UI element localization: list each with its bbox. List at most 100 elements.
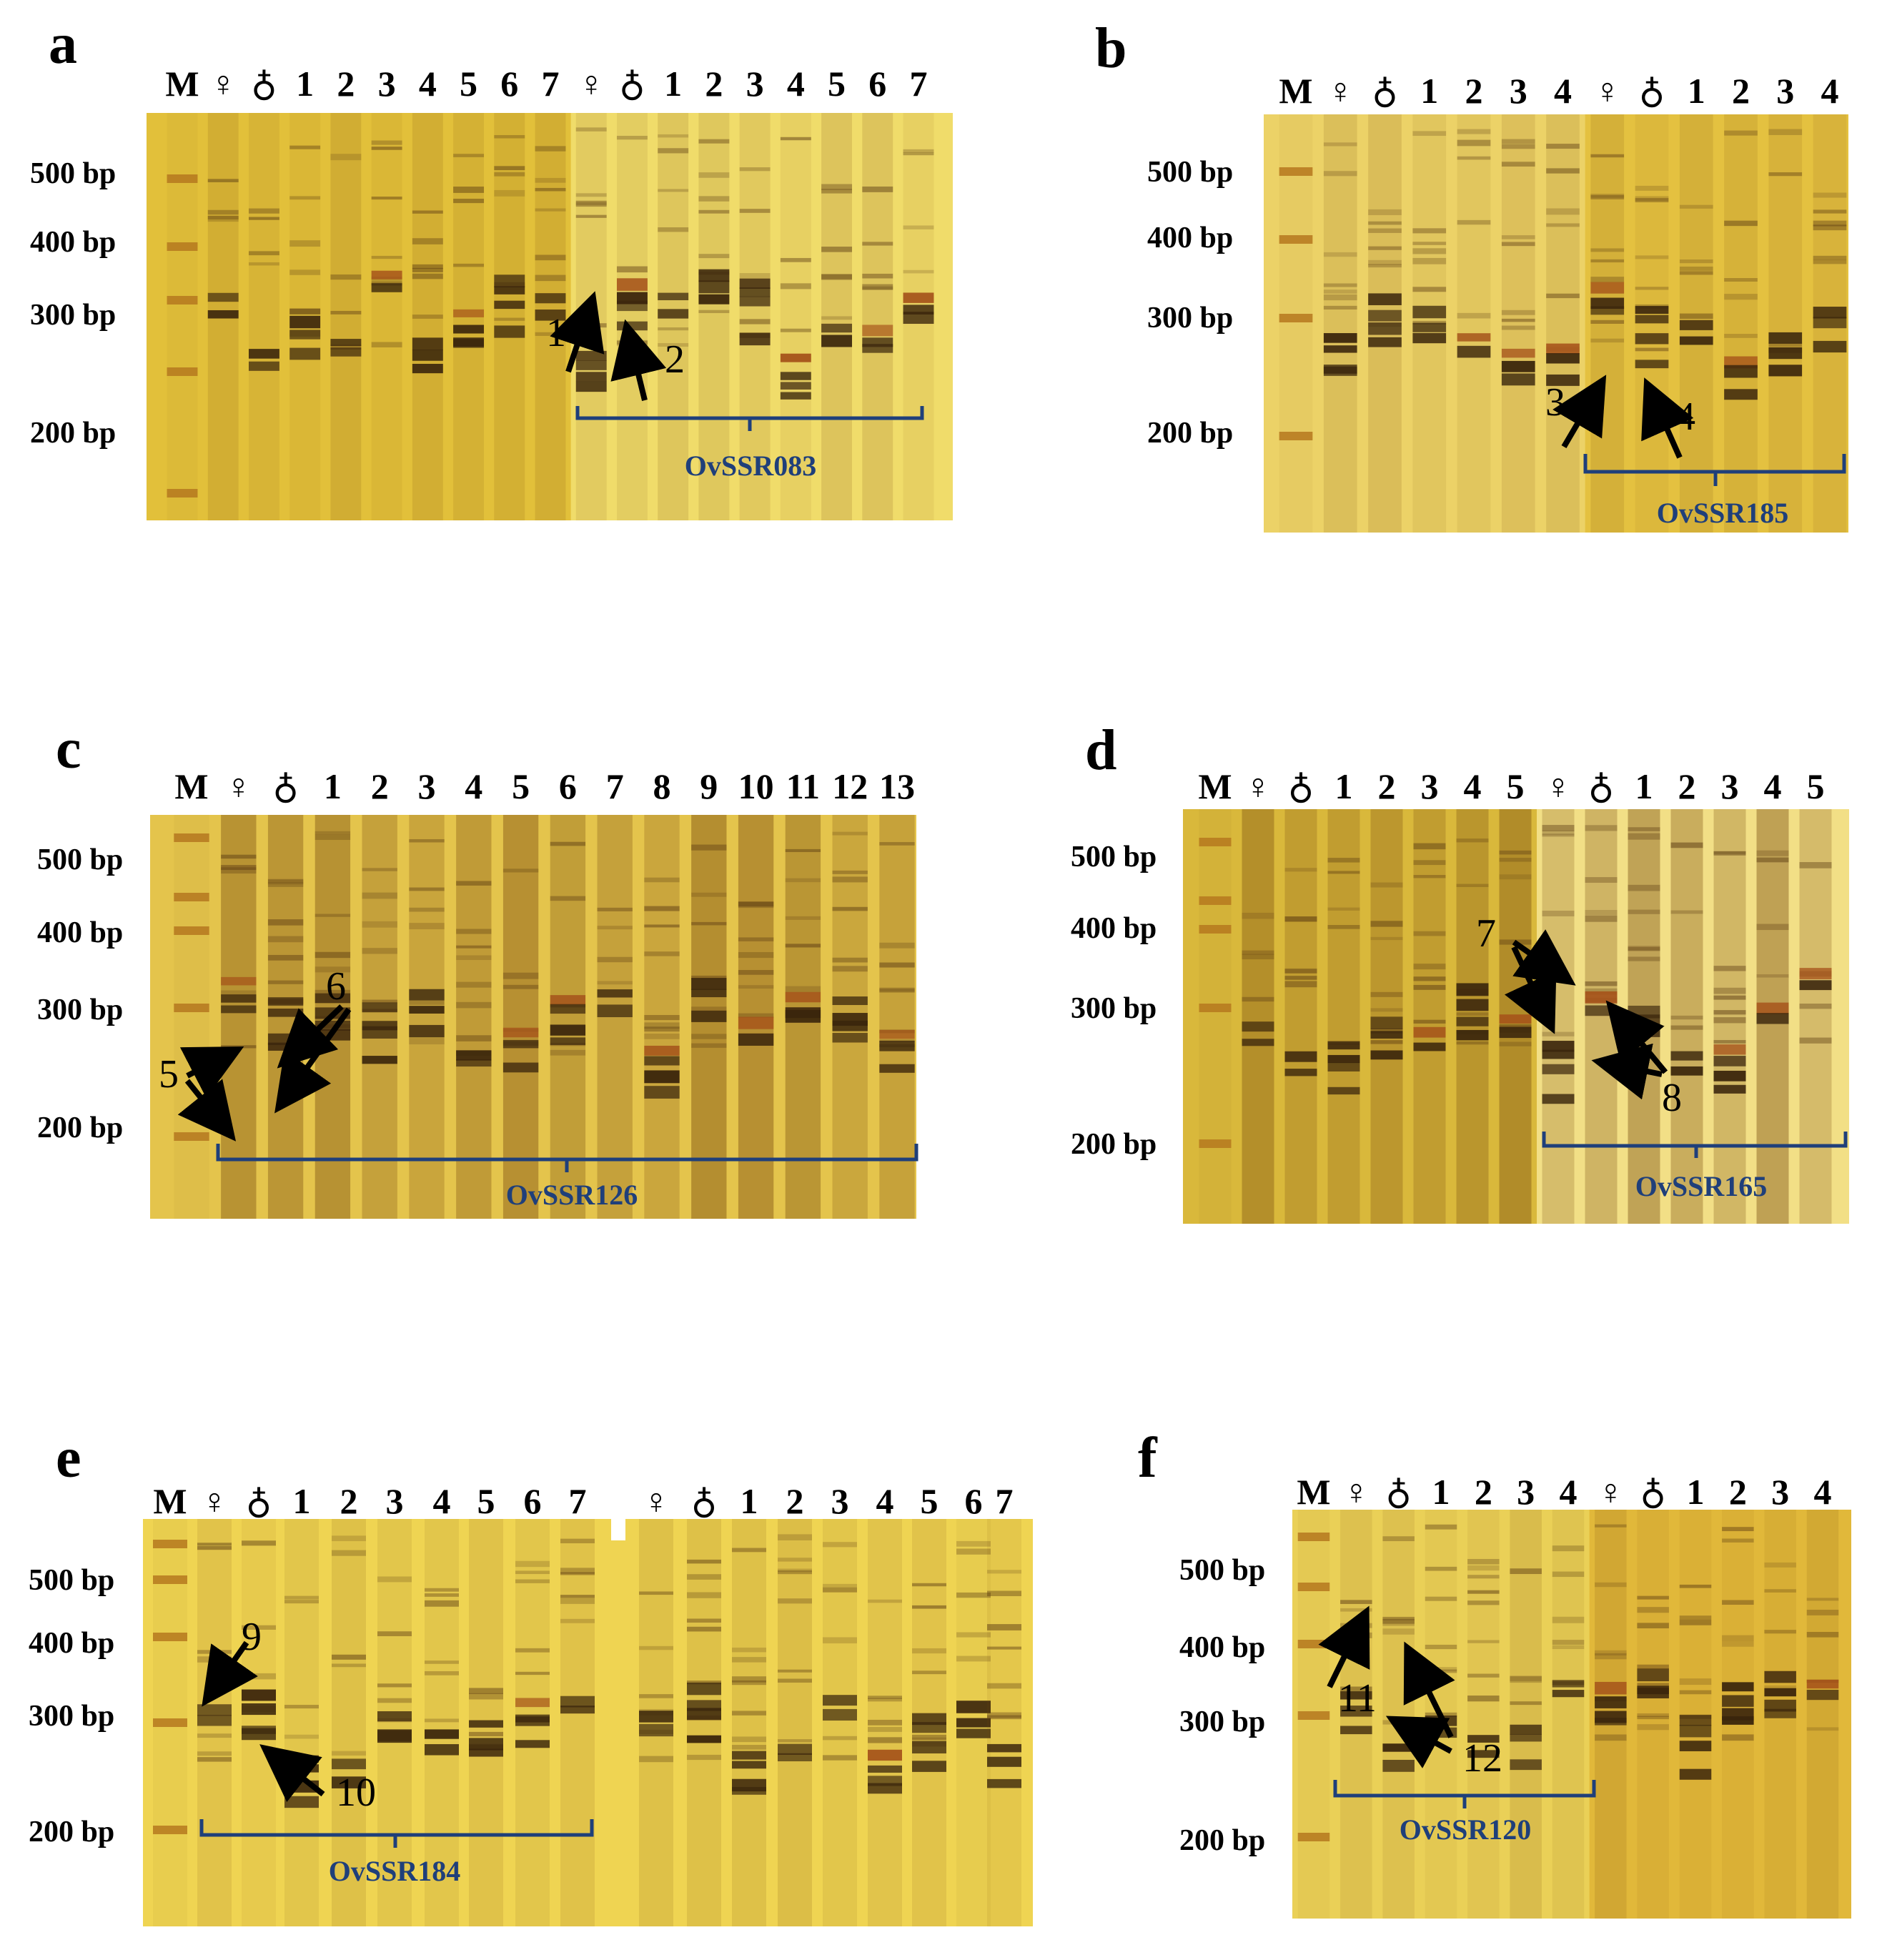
gel-band xyxy=(739,167,771,172)
gel-band-strong xyxy=(739,332,771,346)
gel-band xyxy=(332,1663,366,1668)
gel-band xyxy=(956,1592,991,1598)
gel-band xyxy=(832,966,868,972)
gel-band xyxy=(1628,884,1660,891)
gel-band xyxy=(425,1588,459,1592)
panel-a-lane-label: 4 xyxy=(786,64,805,104)
gel-band xyxy=(1628,909,1660,914)
gel-band-strong xyxy=(639,1723,673,1737)
gel-band-strong xyxy=(1412,332,1447,344)
gel-band-strong xyxy=(575,350,607,361)
gel-band xyxy=(560,1538,595,1544)
gel-band-strong xyxy=(535,293,566,304)
gel-band-strong xyxy=(575,360,607,370)
lane-smear xyxy=(1323,114,1357,533)
gel-band xyxy=(284,1595,319,1600)
gel-band xyxy=(1370,936,1403,941)
gel-band xyxy=(821,316,853,320)
gel-band-strong xyxy=(1412,305,1447,319)
gel-band xyxy=(315,989,351,994)
gel-band xyxy=(1382,1628,1415,1635)
gel-band-strong xyxy=(494,300,525,310)
bp-label-300: 300 bp xyxy=(37,994,124,1026)
gel-band xyxy=(1382,1616,1415,1621)
panel-a-annotation-2: 2 xyxy=(665,337,685,382)
gel-band xyxy=(575,200,607,207)
gel-band xyxy=(644,906,680,911)
gel-band xyxy=(1635,287,1669,290)
gel-band-strong xyxy=(221,1005,257,1014)
gel-notch xyxy=(611,1519,625,1540)
lane-smear xyxy=(1279,114,1313,533)
gel-band xyxy=(560,1568,595,1574)
gel-band xyxy=(778,1570,812,1575)
gel-band xyxy=(687,1754,721,1761)
bp-label-300: 300 bp xyxy=(1179,1706,1266,1738)
gel-band xyxy=(1670,1025,1703,1030)
gel-band xyxy=(658,189,689,192)
gel-band-strong xyxy=(1679,1725,1712,1738)
gel-band xyxy=(1764,1589,1796,1593)
gel-band xyxy=(1806,1598,1839,1601)
gel-band xyxy=(1501,325,1535,330)
gel-band xyxy=(912,1605,946,1609)
lane-smear xyxy=(1713,809,1746,1224)
gel-band-strong xyxy=(1425,1727,1457,1738)
gel-band xyxy=(456,955,492,960)
gel-band xyxy=(732,1647,766,1653)
gel-band xyxy=(1499,939,1532,945)
gel-band xyxy=(330,154,362,161)
gel-band-strong xyxy=(515,1698,550,1708)
gel-band xyxy=(1501,144,1535,149)
gel-band xyxy=(371,147,402,150)
panel-b-lane-label: 3 xyxy=(1776,71,1795,111)
bp-label-200: 200 bp xyxy=(29,1816,115,1848)
gel-band xyxy=(1382,1536,1415,1542)
gel-band xyxy=(780,283,811,289)
gel-band xyxy=(1425,1596,1457,1601)
gel-band-strong xyxy=(1764,1699,1796,1712)
gel-band xyxy=(912,1648,946,1654)
gel-band-strong xyxy=(639,1711,673,1723)
gel-band-strong xyxy=(207,310,239,319)
gel-band xyxy=(778,1598,812,1604)
gel-band-strong xyxy=(494,274,525,288)
gel-band xyxy=(687,1574,721,1580)
gel-band-strong xyxy=(1546,343,1580,355)
gel-band xyxy=(691,892,727,897)
panel-c-lane-label: 1 xyxy=(323,766,342,806)
gel-band-strong xyxy=(1242,1039,1274,1046)
gel-band-strong xyxy=(821,323,853,333)
gel-band xyxy=(832,831,868,836)
panel-a-annotation-1: 1 xyxy=(546,311,566,355)
gel-band xyxy=(1724,278,1758,282)
gel-band xyxy=(207,215,239,222)
gel-band xyxy=(832,906,868,911)
gel-band xyxy=(412,264,443,269)
lane-smear xyxy=(371,113,402,520)
gel-band xyxy=(1756,974,1789,978)
ladder-band xyxy=(1199,1139,1232,1148)
gel-band xyxy=(868,1719,902,1726)
gel-band-strong xyxy=(1764,1671,1796,1683)
gel-band-strong xyxy=(267,1042,304,1051)
gel-band xyxy=(469,1688,503,1694)
gel-band xyxy=(644,1026,680,1032)
gel-band xyxy=(1806,1609,1839,1615)
gel-band xyxy=(1501,242,1535,247)
gel-band-strong xyxy=(1637,1668,1669,1682)
gel-band-strong xyxy=(1595,1696,1627,1708)
gel-band xyxy=(691,921,727,926)
gel-band xyxy=(1813,209,1847,214)
gel-band xyxy=(639,1645,673,1650)
gel-band xyxy=(1585,877,1618,883)
gel-band xyxy=(658,343,689,347)
gel-band xyxy=(1764,1630,1796,1634)
panel-f-marker-name: OvSSR120 xyxy=(1399,1813,1532,1846)
panel-f-lane-label: 3 xyxy=(1517,1472,1535,1512)
gel-band-strong xyxy=(956,1701,991,1713)
gel-band xyxy=(315,834,351,841)
gel-band-strong xyxy=(377,1711,412,1722)
gel-band xyxy=(289,309,321,315)
ladder-band xyxy=(1297,1833,1330,1841)
